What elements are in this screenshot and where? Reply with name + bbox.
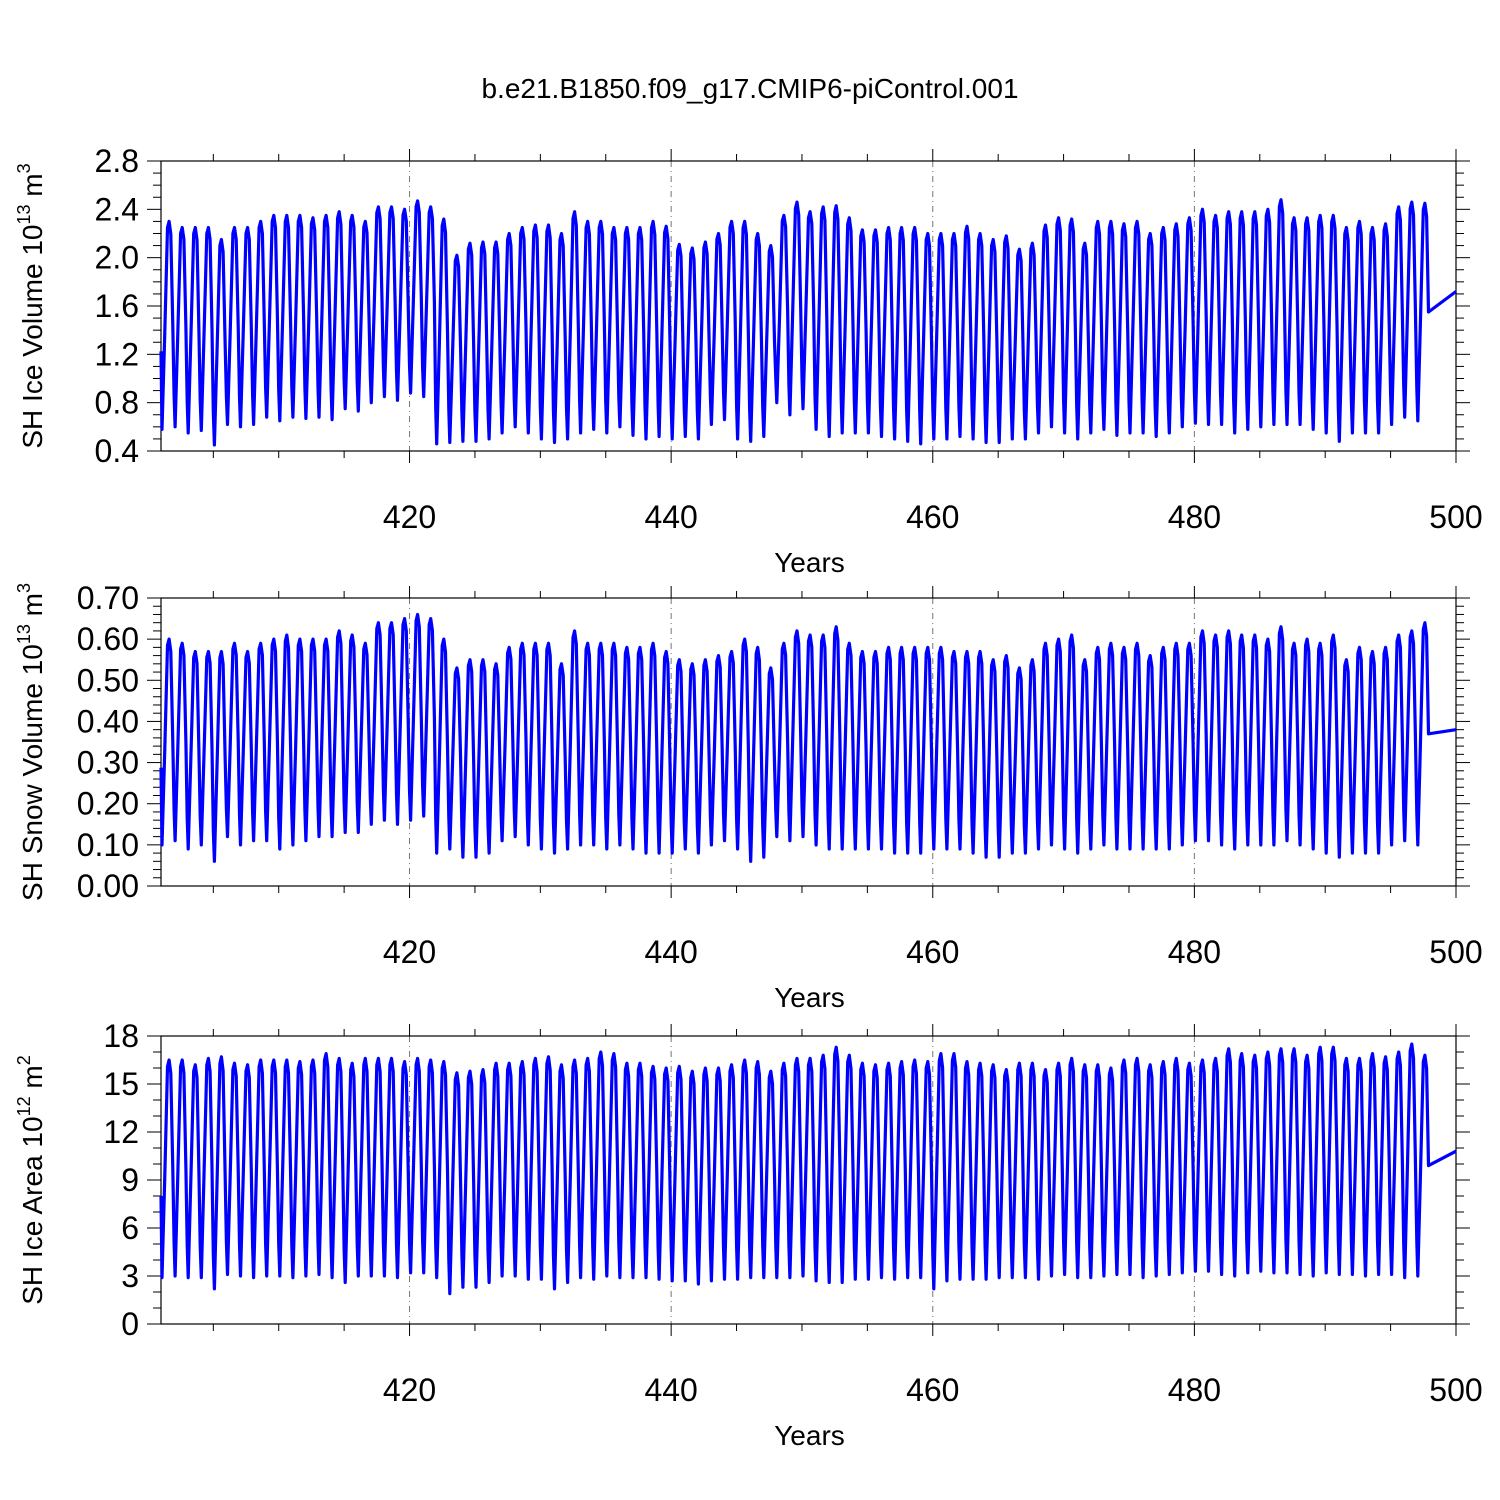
y-tick-label: 9 (121, 1162, 139, 1198)
y-tick-label: 0.50 (77, 662, 139, 698)
y-tick-label: 0.20 (77, 786, 139, 822)
y-axis-title: SH Ice Volume 1013 m3 (14, 163, 48, 448)
y-tick-label: 0.00 (77, 868, 139, 904)
y-tick-label: 15 (103, 1066, 139, 1102)
y-tick-label: 0 (121, 1306, 139, 1342)
x-tick-label: 500 (1429, 1372, 1482, 1408)
y-axis-title-unit: m (17, 1065, 48, 1096)
y-axis-title-main: SH Snow Volume 10 (17, 644, 48, 901)
y-tick-label: 0.30 (77, 745, 139, 781)
x-tick-label: 500 (1429, 934, 1482, 970)
y-axis-title: SH Ice Area 1012 m2 (14, 1055, 48, 1305)
y-tick-label: 2.4 (95, 191, 139, 227)
x-tick-label: 440 (644, 499, 697, 535)
panel-3: 420 440 460 480 500 Years 0 3 6 9 12 15 18 SH Ice Are… (14, 1018, 1483, 1451)
y-tick-label: 3 (121, 1258, 139, 1294)
y-tick-label: 1.2 (95, 336, 139, 372)
x-tick-label: 480 (1168, 1372, 1221, 1408)
y-axis-title-main: SH Ice Volume 10 (17, 225, 48, 449)
series-line (159, 1042, 1457, 1296)
x-axis-title: Years (774, 1420, 845, 1451)
series-line (159, 198, 1457, 447)
y-axis-title: SH Snow Volume 1013 m3 (14, 583, 48, 901)
chart-title: b.e21.B1850.f09_g17.CMIP6-piControl.001 (481, 73, 1018, 104)
series-line (159, 612, 1457, 863)
x-tick-label: 420 (383, 499, 436, 535)
y-tick-label: 2.8 (95, 143, 139, 179)
y-tick-label: 0.70 (77, 580, 139, 616)
y-axis-title-main: SH Ice Area 10 (17, 1116, 48, 1304)
y-axis-title-unit-exp: 3 (14, 163, 34, 173)
x-tick-label: 440 (644, 1372, 697, 1408)
y-tick-label: 0.8 (95, 385, 139, 421)
y-tick-label: 18 (103, 1018, 139, 1054)
x-tick-label: 460 (906, 1372, 959, 1408)
y-tick-label: 12 (103, 1114, 139, 1150)
panel-1: 420 440 460 480 500 Years 0.4 0.8 1.2 1.6 2.0 2.4 2.… (14, 143, 1483, 578)
y-tick-label: 6 (121, 1210, 139, 1246)
panel-2: 420 440 460 480 500 Years 0.00 0.10 0.20 0.30 0.40… (14, 580, 1483, 1013)
y-axis-title-exp: 12 (14, 1096, 34, 1116)
y-tick-label: 0.10 (77, 827, 139, 863)
x-axis-title: Years (774, 982, 845, 1013)
x-axis-title: Years (774, 547, 845, 578)
y-axis-title-unit-exp: 2 (14, 1055, 34, 1065)
y-axis-title-exp: 13 (14, 204, 34, 224)
x-tick-label: 460 (906, 499, 959, 535)
x-tick-label: 420 (383, 934, 436, 970)
x-tick-label: 500 (1429, 499, 1482, 535)
y-axis-title-exp: 13 (14, 624, 34, 644)
x-tick-label: 440 (644, 934, 697, 970)
x-tick-label: 460 (906, 934, 959, 970)
plot-frame (160, 597, 1457, 887)
x-tick-label: 480 (1168, 499, 1221, 535)
y-axis-title-unit: m (17, 173, 48, 204)
y-axis-title-unit: m (17, 593, 48, 624)
y-tick-label: 0.4 (95, 433, 139, 469)
y-tick-label: 0.40 (77, 703, 139, 739)
y-tick-label: 1.6 (95, 288, 139, 324)
y-tick-label: 0.60 (77, 621, 139, 657)
x-tick-label: 420 (383, 1372, 436, 1408)
y-tick-label: 2.0 (95, 240, 139, 276)
y-axis-title-unit-exp: 3 (14, 583, 34, 593)
x-tick-label: 480 (1168, 934, 1221, 970)
